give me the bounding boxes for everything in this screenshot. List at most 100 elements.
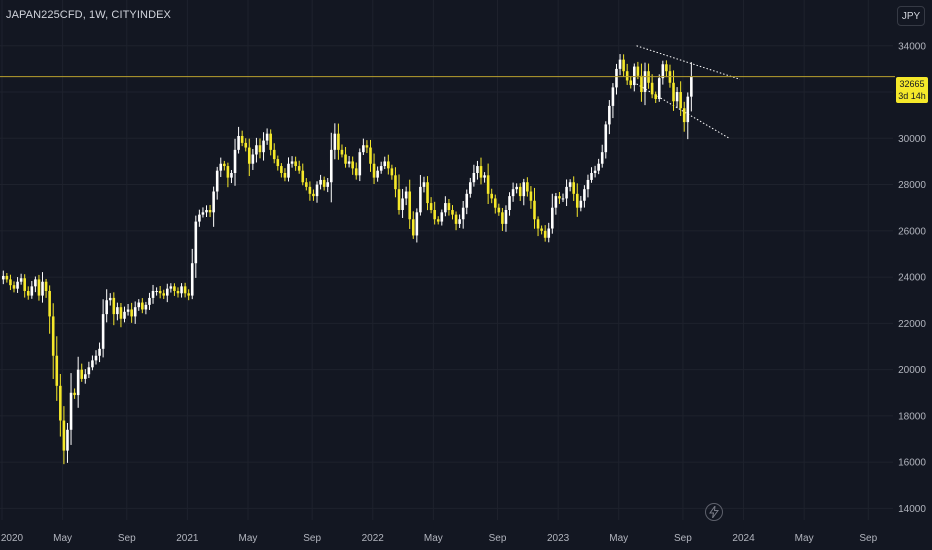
- candle-body: [297, 166, 301, 171]
- candle-body: [561, 198, 565, 200]
- candle-body: [600, 152, 604, 164]
- candle-body: [679, 92, 682, 109]
- price-axis[interactable]: 14000 16000 18000 20000 22000 24000 26000 28000…: [898, 41, 926, 515]
- candle-body: [650, 82, 654, 95]
- symbol-title: JAPAN225CFD, 1W, CITYINDEX: [6, 9, 171, 21]
- candle-body: [469, 182, 472, 194]
- candle-body: [447, 203, 451, 211]
- candle-body: [80, 369, 84, 379]
- time-tick-label: May: [239, 533, 258, 544]
- price-tick-label: 22000: [898, 319, 926, 330]
- lightning-bolt-icon[interactable]: [705, 503, 723, 521]
- price-tick-label: 20000: [898, 365, 926, 376]
- candle-body: [451, 210, 454, 215]
- candle-body: [312, 193, 315, 197]
- candle-body: [98, 348, 101, 356]
- candle-body: [572, 182, 575, 194]
- price-tick-label: 24000: [898, 273, 926, 284]
- price-tick-label: 14000: [898, 504, 926, 515]
- candle-body: [575, 193, 579, 208]
- candle-body: [458, 219, 461, 224]
- time-tick-label: May: [424, 533, 443, 544]
- time-tick-label: 2024: [732, 533, 755, 544]
- candle-body: [583, 189, 586, 201]
- candle-body: [308, 186, 312, 194]
- candle-body: [354, 168, 358, 176]
- candle-body: [333, 133, 337, 150]
- candle-body: [529, 191, 533, 201]
- candle-body: [394, 175, 397, 190]
- channel-upper-line[interactable]: [636, 45, 741, 80]
- candle-body: [508, 196, 511, 211]
- candle-body: [365, 145, 369, 148]
- candle-body: [5, 275, 9, 280]
- candle-body: [208, 210, 212, 213]
- candle-body: [554, 196, 558, 208]
- candle-body: [16, 281, 19, 289]
- candle-body: [187, 293, 190, 296]
- candle-body: [608, 105, 611, 125]
- candle-body: [165, 288, 169, 296]
- time-tick-label: Sep: [859, 533, 877, 544]
- candle-body: [272, 149, 276, 160]
- candle-body: [9, 279, 12, 286]
- price-tick-label: 16000: [898, 458, 926, 469]
- candle-body: [369, 147, 372, 164]
- candle-body: [547, 228, 551, 238]
- candle-body: [472, 172, 476, 183]
- candle-body: [383, 161, 387, 167]
- candle-body: [326, 182, 330, 187]
- candle-body: [429, 203, 433, 211]
- candle-body: [215, 170, 219, 192]
- candle-body: [26, 290, 30, 296]
- candle-body: [518, 186, 522, 197]
- candle-body: [522, 182, 526, 197]
- candle-body: [37, 279, 41, 296]
- candle-body: [30, 286, 34, 296]
- candle-body: [404, 191, 408, 199]
- candle-body: [629, 80, 633, 86]
- candle-body: [247, 147, 251, 164]
- candle-body: [590, 172, 593, 180]
- candle-body: [301, 170, 305, 183]
- time-tick-label: May: [609, 533, 628, 544]
- candle-body: [315, 184, 319, 197]
- candle-body: [62, 420, 66, 451]
- candle-body: [112, 297, 116, 315]
- candle-body: [543, 230, 547, 238]
- candle-body: [615, 68, 618, 88]
- candle-body: [212, 191, 215, 213]
- candle-body: [176, 290, 180, 294]
- time-tick-label: 2022: [362, 533, 385, 544]
- candle-body: [486, 175, 490, 194]
- candle-body: [126, 309, 130, 312]
- candle-body: [640, 75, 643, 93]
- candle-body: [411, 219, 415, 236]
- candle-body: [144, 304, 148, 310]
- candle-body: [665, 64, 668, 72]
- candle-body: [337, 133, 340, 150]
- candle-body: [558, 196, 561, 199]
- time-tick-label: 2020: [1, 533, 24, 544]
- candles: [1, 54, 693, 465]
- candle-body: [483, 175, 486, 178]
- candle-body: [223, 163, 226, 167]
- candle-body: [287, 163, 290, 178]
- time-tick-label: Sep: [118, 533, 136, 544]
- candle-body: [55, 355, 59, 386]
- time-tick-label: 2023: [547, 533, 570, 544]
- candle-body: [672, 82, 675, 102]
- bar-countdown-label: 3d 14h: [898, 91, 926, 101]
- candle-body: [94, 355, 98, 361]
- candle-body: [657, 78, 661, 99]
- time-tick-label: Sep: [674, 533, 692, 544]
- candle-body: [73, 392, 76, 396]
- candle-body: [83, 374, 87, 379]
- candle-body: [108, 297, 112, 301]
- candle-body: [219, 163, 223, 171]
- candle-body: [240, 135, 244, 143]
- candle-body: [597, 163, 600, 171]
- time-axis[interactable]: 2020 May Sep 2021 May Sep 2022 May Sep 2023 May Sep…: [1, 533, 878, 544]
- currency-button[interactable]: JPY: [897, 6, 925, 26]
